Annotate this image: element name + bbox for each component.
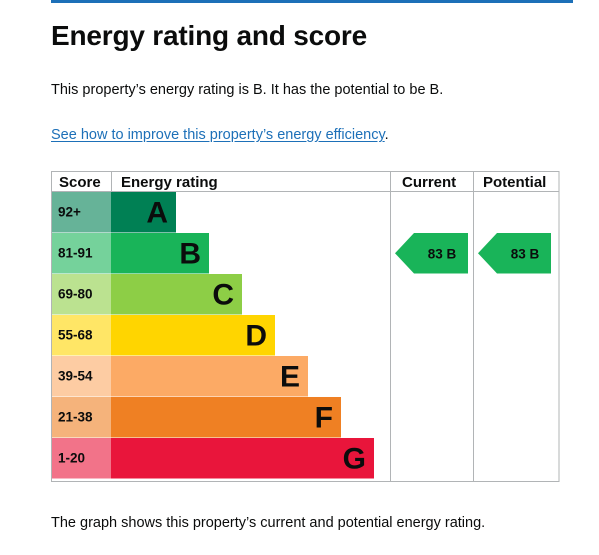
score-cell-d (52, 315, 111, 356)
rating-bar-e (111, 356, 308, 397)
rating-letter-c: C (212, 279, 234, 312)
rating-letter-a: A (146, 197, 168, 230)
potential-rating-arrow-label: 83 B (511, 246, 540, 261)
score-label-f: 21-38 (58, 410, 93, 425)
rating-bar-d (111, 315, 275, 356)
score-label-e: 39-54 (58, 369, 93, 384)
score-label-g: 1-20 (58, 451, 85, 466)
energy-rating-chart: Score Energy rating Current Potential 92+ A 81… (51, 171, 561, 482)
score-cell-c (52, 274, 111, 315)
current-rating-arrow-label: 83 B (428, 246, 457, 261)
rating-bar-c (111, 274, 242, 315)
score-label-c: 69-80 (58, 287, 93, 302)
page-title: Energy rating and score (51, 20, 367, 51)
rating-bar-b (111, 233, 209, 274)
rating-bar-g (111, 438, 374, 479)
rating-letter-d: D (245, 320, 267, 353)
score-label-b: 81-91 (58, 246, 93, 261)
header-score: Score (59, 174, 101, 191)
graph-description: The graph shows this property’s current … (51, 515, 486, 531)
header-current: Current (402, 174, 456, 191)
header-potential: Potential (483, 174, 546, 191)
chart-frame (51, 171, 560, 482)
rating-letter-b: B (179, 238, 201, 271)
score-cell-g (52, 438, 111, 479)
potential-rating-arrow (478, 233, 551, 274)
score-cell-a (52, 192, 111, 233)
rating-bar-f (111, 397, 341, 438)
score-cell-b (52, 233, 111, 274)
rating-summary: This property’s energy rating is B. It h… (51, 82, 444, 98)
current-rating-arrow (395, 233, 468, 274)
score-label-a: 92+ (58, 205, 81, 220)
rating-letter-g: G (343, 443, 366, 476)
rating-bar-a (111, 192, 176, 233)
improve-efficiency-link[interactable]: See how to improve this property’s energ… (51, 127, 385, 143)
rating-letter-e: E (280, 361, 300, 394)
header-energy-rating: Energy rating (121, 174, 218, 191)
energy-rating-graph: Score Energy rating Current Potential 92+ A 81… (51, 171, 560, 482)
top-border (51, 0, 573, 3)
score-cell-f (52, 397, 111, 438)
link-suffix: . (384, 127, 389, 143)
score-label-d: 55-68 (58, 328, 93, 343)
score-cell-e (52, 356, 111, 397)
improve-link-row: See how to improve this property’s energ… (51, 127, 389, 143)
rating-letter-f: F (315, 402, 333, 435)
